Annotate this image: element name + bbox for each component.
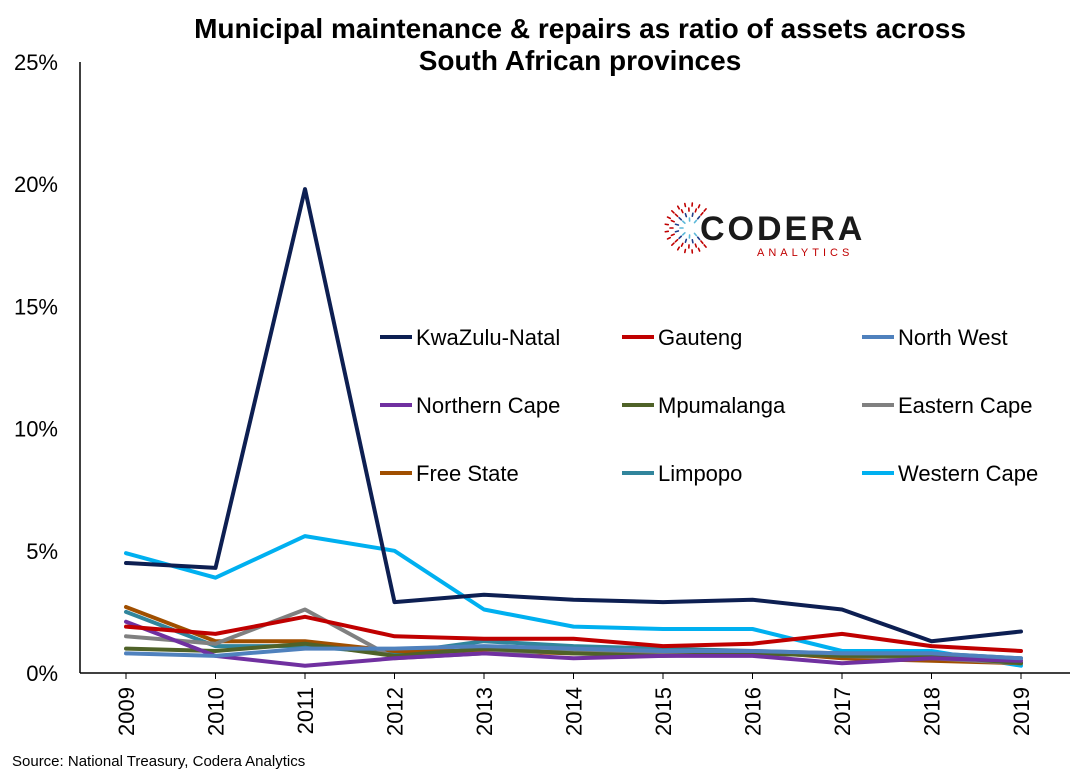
- legend-item: North West: [862, 325, 1008, 350]
- codera-logo-mark-icon: [664, 202, 707, 254]
- logo-dot: [697, 247, 701, 252]
- logo-dot: [678, 216, 683, 221]
- x-tick-label: 2009: [114, 687, 139, 736]
- series-lines: [124, 187, 1023, 668]
- plot-area: 0% 5% 10% 15% 20% 25% 2009 2010 2011 2012 2013 201…: [14, 50, 1070, 736]
- y-tick-label: 10%: [14, 417, 58, 442]
- y-tick-label: 20%: [14, 172, 58, 197]
- logo-dot: [691, 212, 694, 218]
- x-tick-label: 2019: [1009, 687, 1034, 736]
- codera-logo: CODERA ANALYTICS: [664, 202, 865, 259]
- logo-dot: [680, 242, 684, 247]
- legend-label: North West: [898, 325, 1008, 350]
- legend-label: Free State: [416, 461, 519, 486]
- logo-dot: [697, 204, 701, 209]
- logo-dot: [693, 219, 698, 224]
- y-tick-label: 0%: [26, 661, 58, 686]
- logo-dot: [674, 223, 680, 226]
- legend-label: Mpumalanga: [658, 393, 786, 418]
- logo-dot: [670, 219, 676, 223]
- y-axis-ticks: 0% 5% 10% 15% 20% 25%: [14, 50, 58, 686]
- logo-dot: [703, 244, 707, 248]
- chart-title-line: South African provinces: [419, 45, 742, 76]
- logo-dot: [694, 243, 698, 248]
- y-tick-label: 25%: [14, 50, 58, 75]
- logo-dot: [674, 230, 680, 233]
- legend-label: Western Cape: [898, 461, 1038, 486]
- x-tick-label: 2014: [562, 687, 587, 736]
- series-line-north-west: [124, 644, 1023, 661]
- legend-label: Northern Cape: [416, 393, 560, 418]
- series-line-mpumalanga: [124, 641, 1023, 666]
- x-tick-label: 2016: [741, 687, 766, 736]
- logo-dot: [674, 213, 679, 218]
- legend-label: KwaZulu-Natal: [416, 325, 560, 350]
- series-line-northern-cape: [124, 619, 1023, 668]
- logo-subtitle: ANALYTICS: [757, 247, 853, 259]
- series-line-gauteng: [124, 614, 1023, 653]
- series-line-kwazulu-natal: [124, 187, 1023, 644]
- source-note: Source: National Treasury, Codera Analyt…: [12, 753, 305, 770]
- x-tick-label: 2010: [204, 687, 229, 736]
- x-tick-label: 2017: [830, 687, 855, 736]
- logo-dot: [681, 232, 686, 236]
- x-tick-label: 2018: [920, 687, 945, 736]
- logo-dot: [696, 236, 701, 241]
- logo-dot: [670, 233, 676, 237]
- logo-dot: [696, 215, 701, 220]
- legend-item: Western Cape: [862, 461, 1038, 486]
- legend: KwaZulu-Natal Gauteng North West Northern C…: [380, 325, 1038, 486]
- logo-dot: [700, 211, 704, 216]
- legend-item: Gauteng: [622, 325, 742, 350]
- x-tick-label: 2012: [383, 687, 408, 736]
- legend-item: Mpumalanga: [622, 393, 786, 418]
- x-tick-label: 2013: [472, 687, 497, 736]
- logo-dot: [684, 248, 687, 254]
- legend-item: Northern Cape: [380, 393, 560, 418]
- legend-label: Eastern Cape: [898, 393, 1033, 418]
- logo-dot: [671, 210, 675, 214]
- logo-dot: [676, 205, 681, 210]
- logo-dot: [666, 216, 672, 220]
- legend-label: Gauteng: [658, 325, 742, 350]
- chart-title: Municipal maintenance & repairs as ratio…: [194, 13, 966, 76]
- logo-dot: [671, 242, 675, 246]
- legend-item: Eastern Cape: [862, 393, 1033, 418]
- logo-dot: [676, 246, 681, 251]
- logo-dot: [693, 232, 698, 237]
- x-tick-label: 2015: [651, 687, 676, 736]
- legend-item: Free State: [380, 461, 519, 486]
- logo-dot: [703, 208, 707, 212]
- logo-dot: [678, 235, 683, 240]
- x-tick-label: 2011: [293, 687, 318, 734]
- logo-dot: [700, 240, 704, 245]
- logo-dot: [691, 238, 694, 244]
- legend-item: KwaZulu-Natal: [380, 325, 560, 350]
- logo-wordmark: CODERA: [700, 210, 865, 248]
- logo-dot: [684, 212, 688, 218]
- y-tick-label: 5%: [26, 539, 58, 564]
- chart-title-line: Municipal maintenance & repairs as ratio…: [194, 13, 966, 44]
- logo-dot: [694, 208, 698, 213]
- series-line-western-cape: [124, 534, 1023, 668]
- logo-dot: [666, 236, 672, 240]
- logo-dot: [674, 238, 679, 243]
- legend-item: Limpopo: [622, 461, 742, 486]
- logo-dot: [680, 209, 684, 214]
- legend-label: Limpopo: [658, 461, 742, 486]
- logo-dot: [684, 202, 687, 208]
- x-axis-ticks: 2009 2010 2011 2012 2013 2014 2015 2016 2017 2018…: [114, 673, 1034, 736]
- logo-dot: [681, 220, 686, 224]
- logo-dot: [684, 238, 688, 244]
- y-tick-label: 15%: [14, 294, 58, 319]
